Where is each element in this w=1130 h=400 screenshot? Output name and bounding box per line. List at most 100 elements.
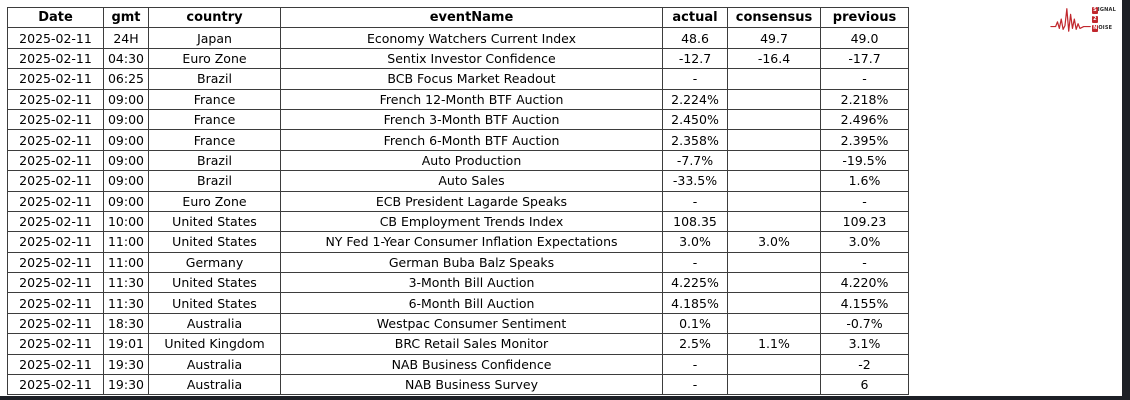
column-header-actual: actual	[662, 6, 728, 29]
table-cell: 2025-02-11	[7, 251, 104, 274]
table-cell: Australia	[148, 312, 281, 335]
table-cell: 09:00	[103, 149, 149, 172]
logo-line-2: 2	[1092, 16, 1116, 23]
ecg-waveform-icon	[1050, 8, 1091, 32]
table-cell: -	[820, 68, 909, 90]
logo-text-oise: OISE	[1098, 25, 1113, 31]
table-cell	[727, 210, 821, 233]
table-cell: 2025-02-11	[7, 312, 104, 335]
table-cell: 2025-02-11	[7, 108, 104, 131]
logo-letter-2: 2	[1092, 16, 1098, 23]
table-cell: -	[662, 190, 728, 212]
table-cell: Sentix Investor Confidence	[280, 47, 663, 70]
logo-letter-s: S	[1092, 7, 1098, 14]
table-cell: 11:00	[103, 231, 149, 253]
table-cell: 04:30	[103, 47, 149, 70]
table-cell: -0.7%	[820, 312, 909, 335]
table-cell: 3.0%	[820, 231, 909, 253]
table-cell: 2025-02-11	[7, 374, 104, 396]
table-cell: 18:30	[103, 312, 149, 335]
table-cell: 2025-02-11	[7, 353, 104, 376]
table-cell: 2025-02-11	[7, 210, 104, 233]
table-row: 2025-02-11 11:00 Germany German Buba Balz S…	[7, 251, 909, 274]
table-cell: 1.1%	[727, 333, 821, 355]
table-cell: 2025-02-11	[7, 149, 104, 172]
table-cell: Economy Watchers Current Index	[280, 27, 663, 49]
table-cell: 09:00	[103, 108, 149, 131]
table-cell: 1.6%	[820, 170, 909, 192]
table-row: 2025-02-11 09:00 Euro Zone ECB President La…	[7, 190, 909, 212]
table-cell: 2025-02-11	[7, 68, 104, 90]
table-cell: 2025-02-11	[7, 170, 104, 192]
table-cell: 3-Month Bill Auction	[280, 272, 663, 294]
table-body: 2025-02-11 24H Japan Economy Watchers Curre…	[7, 27, 909, 396]
table-cell	[727, 170, 821, 192]
table-cell	[727, 353, 821, 376]
table-row: 2025-02-11 09:00 France French 6-Month BTF …	[7, 129, 909, 151]
table-cell: NY Fed 1-Year Consumer Inflation Expecta…	[280, 231, 663, 253]
table-cell: Auto Production	[280, 149, 663, 172]
table-cell: -12.7	[662, 47, 728, 70]
table-cell: 19:30	[103, 353, 149, 376]
logo-wordmark: S IGNAL 2 N OISE	[1092, 7, 1116, 32]
table-cell: 49.7	[727, 27, 821, 49]
table-row: 2025-02-11 09:00 France French 3-Month BTF …	[7, 108, 909, 131]
table-cell: French 3-Month BTF Auction	[280, 108, 663, 131]
table-cell: 2025-02-11	[7, 47, 104, 70]
table-cell: Brazil	[148, 149, 281, 172]
table-cell: 2.450%	[662, 108, 728, 131]
table-cell: 2.224%	[662, 88, 728, 110]
table-cell: 0.1%	[662, 312, 728, 335]
table-row: 2025-02-11 19:30 Australia NAB Business Con…	[7, 353, 909, 376]
table-cell: 2.395%	[820, 129, 909, 151]
table-cell: 6-Month Bill Auction	[280, 292, 663, 314]
table-cell: France	[148, 129, 281, 151]
table-cell: BRC Retail Sales Monitor	[280, 333, 663, 355]
table-cell: -	[662, 251, 728, 274]
table-cell: United Kingdom	[148, 333, 281, 355]
dark-edge-strip-right	[1122, 0, 1130, 400]
table-cell: 10:00	[103, 210, 149, 233]
table-row: 2025-02-11 10:00 United States CB Employmen…	[7, 210, 909, 233]
table-cell: 2025-02-11	[7, 129, 104, 151]
table-cell: United States	[148, 210, 281, 233]
table-row: 2025-02-11 19:01 United Kingdom BRC Retail …	[7, 333, 909, 355]
signal2noise-logo: S IGNAL 2 N OISE	[1050, 4, 1116, 40]
table-row: 2025-02-11 18:30 Australia Westpac Consumer…	[7, 312, 909, 335]
table-cell: 2.358%	[662, 129, 728, 151]
table-cell: -19.5%	[820, 149, 909, 172]
table-cell: United States	[148, 231, 281, 253]
column-header-country: country	[148, 6, 281, 29]
table-cell	[727, 272, 821, 294]
economic-calendar-table: Date gmt country eventName actual consensus pr…	[7, 6, 909, 396]
column-header-eventname: eventName	[280, 6, 663, 29]
table-cell: 3.0%	[662, 231, 728, 253]
table-cell: 11:30	[103, 292, 149, 314]
table-cell: Germany	[148, 251, 281, 274]
table-cell: 2025-02-11	[7, 27, 104, 49]
table-cell: Euro Zone	[148, 47, 281, 70]
table-row: 2025-02-11 11:30 United States 3-Month Bill…	[7, 272, 909, 294]
table-cell: 109.23	[820, 210, 909, 233]
table-cell: NAB Business Survey	[280, 374, 663, 396]
table-cell: 09:00	[103, 170, 149, 192]
table-cell: French 6-Month BTF Auction	[280, 129, 663, 151]
logo-letter-n: N	[1092, 25, 1099, 32]
table-cell: 2025-02-11	[7, 231, 104, 253]
table-row: 2025-02-11 09:00 Brazil Auto Sales -33.5% 1.6…	[7, 170, 909, 192]
table-cell: -	[820, 190, 909, 212]
table-cell	[727, 312, 821, 335]
table-cell: 4.225%	[662, 272, 728, 294]
table-cell: United States	[148, 292, 281, 314]
table-cell	[727, 68, 821, 90]
table-cell: 4.185%	[662, 292, 728, 314]
table-cell: -16.4	[727, 47, 821, 70]
table-cell: France	[148, 88, 281, 110]
table-row: 2025-02-11 11:30 United States 6-Month Bill…	[7, 292, 909, 314]
table-cell: 3.0%	[727, 231, 821, 253]
table-row: 2025-02-11 09:00 Brazil Auto Production -7.7…	[7, 149, 909, 172]
table-cell	[727, 129, 821, 151]
table-header: Date gmt country eventName actual consensus pr…	[7, 6, 909, 29]
table-cell: 2025-02-11	[7, 272, 104, 294]
